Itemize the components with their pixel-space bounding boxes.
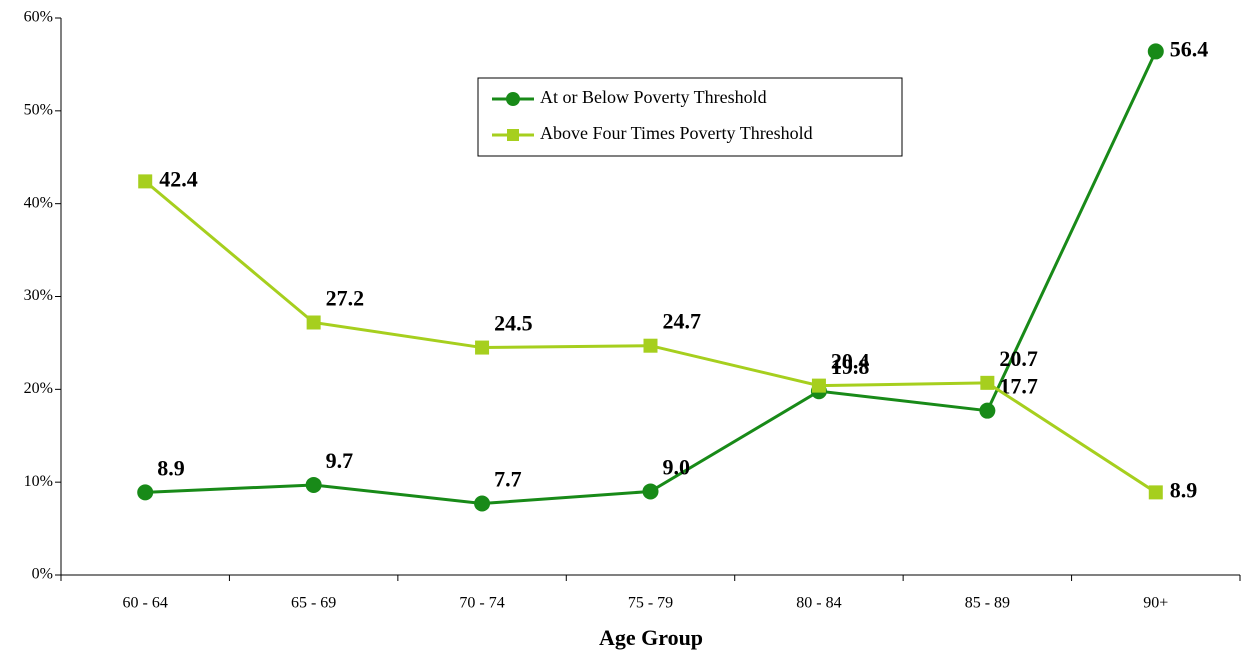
y-tick-label: 10% xyxy=(24,473,53,490)
marker xyxy=(306,315,321,330)
marker xyxy=(1148,485,1163,500)
y-tick-label: 60% xyxy=(24,9,53,26)
data-label: 20.7 xyxy=(999,346,1038,371)
data-label: 20.4 xyxy=(831,349,870,374)
marker xyxy=(137,484,154,501)
y-tick-label: 20% xyxy=(24,380,53,397)
data-label: 7.7 xyxy=(494,467,521,492)
x-tick-label: 80 - 84 xyxy=(796,595,841,612)
marker xyxy=(643,338,658,353)
data-label: 8.9 xyxy=(1170,477,1198,502)
marker xyxy=(811,378,826,393)
x-tick-label: 60 - 64 xyxy=(123,595,168,612)
marker xyxy=(980,375,995,390)
legend-label: Above Four Times Poverty Threshold xyxy=(540,123,813,143)
x-tick-label: 70 - 74 xyxy=(459,595,504,612)
legend-marker xyxy=(507,129,519,141)
data-label: 24.7 xyxy=(663,309,702,334)
y-tick-label: 0% xyxy=(32,566,53,583)
legend-marker xyxy=(506,92,520,106)
data-label: 56.4 xyxy=(1170,36,1209,61)
data-label: 9.7 xyxy=(326,448,354,473)
marker xyxy=(305,476,322,493)
x-tick-label: 85 - 89 xyxy=(965,595,1010,612)
data-label: 24.5 xyxy=(494,311,532,336)
series-line xyxy=(144,180,1157,494)
marker xyxy=(474,495,491,512)
data-label: 8.9 xyxy=(157,455,185,480)
marker xyxy=(1147,43,1164,60)
y-tick-label: 40% xyxy=(24,194,53,211)
marker xyxy=(642,483,659,500)
x-axis-title: Age Group xyxy=(599,625,703,650)
legend-box xyxy=(477,77,903,157)
marker xyxy=(979,402,996,419)
data-label: 9.0 xyxy=(663,454,691,479)
data-label: 19.8 xyxy=(831,354,870,379)
marker xyxy=(475,340,490,355)
y-tick-label: 50% xyxy=(24,102,53,119)
x-tick-label: 90+ xyxy=(1143,595,1168,612)
y-tick-label: 30% xyxy=(24,287,53,304)
x-tick-label: 75 - 79 xyxy=(628,595,673,612)
data-label: 27.2 xyxy=(326,286,365,311)
data-label: 42.4 xyxy=(159,166,198,191)
legend-label: At or Below Poverty Threshold xyxy=(540,87,767,107)
x-tick-label: 65 - 69 xyxy=(291,595,336,612)
marker xyxy=(138,174,153,189)
